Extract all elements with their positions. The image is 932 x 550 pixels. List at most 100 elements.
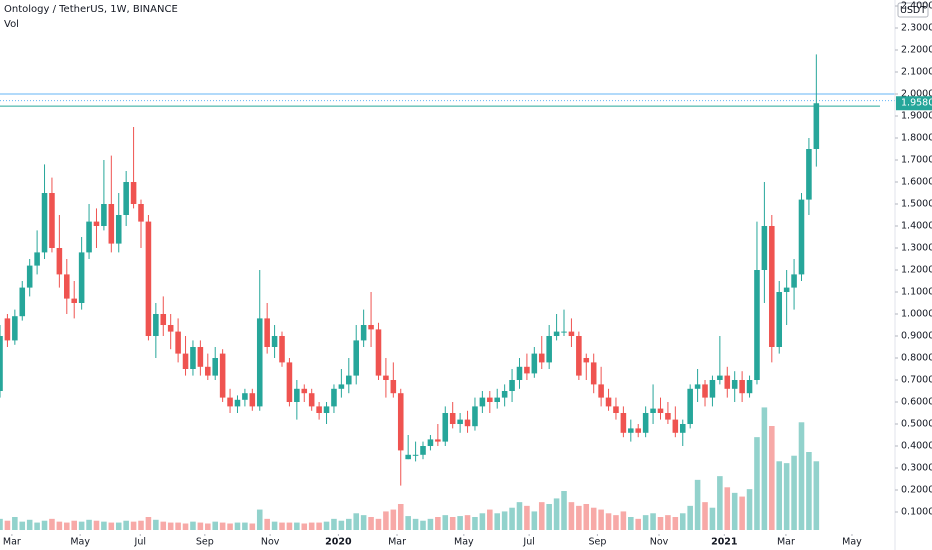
candle-body <box>19 287 26 317</box>
candle-body <box>86 221 92 253</box>
candle-body <box>553 331 560 336</box>
volume-bar <box>375 518 382 530</box>
volume-bar <box>657 517 664 530</box>
candle-body <box>457 419 463 424</box>
candle-body <box>427 439 434 446</box>
volume-bar <box>26 519 33 530</box>
candle-body <box>501 391 508 398</box>
volume-bar <box>457 516 463 530</box>
candle-body <box>212 358 218 376</box>
volume-bar <box>34 522 40 530</box>
y-tick-label: 0.2000 <box>901 485 932 496</box>
candle-body <box>153 314 159 336</box>
candle-body <box>583 358 590 363</box>
volume-bar <box>412 518 419 530</box>
volume-bar <box>190 521 196 530</box>
volume-bar <box>160 521 167 530</box>
volume-bar <box>323 521 330 530</box>
candle-body <box>731 380 738 389</box>
volume-bar <box>650 513 656 530</box>
volume-bar <box>219 522 226 530</box>
volume-bar <box>115 522 122 530</box>
volume-bar <box>123 520 129 530</box>
candle-body <box>464 419 471 427</box>
volume-bar <box>605 513 612 530</box>
candle-body <box>761 226 768 270</box>
candle-body <box>182 353 189 369</box>
volume-bar <box>687 505 693 530</box>
candle-body <box>442 413 449 442</box>
volume-bar <box>516 502 523 530</box>
candle-body <box>405 454 411 460</box>
volume-bar <box>761 407 768 530</box>
volume-bar <box>524 505 530 530</box>
candle-body <box>665 413 671 420</box>
volume-bar <box>620 511 627 530</box>
candle-body <box>746 380 753 394</box>
candle-body <box>375 329 382 376</box>
y-tick-label: 2.2000 <box>901 45 932 56</box>
candle-body <box>479 397 486 407</box>
volume-bar <box>308 522 315 530</box>
candle-body <box>472 406 478 427</box>
volume-bar <box>167 522 174 530</box>
volume-bar <box>509 507 515 530</box>
volume-bar <box>501 511 508 530</box>
candle-body <box>635 428 642 433</box>
volume-bar <box>397 504 404 530</box>
candle-body <box>494 397 501 402</box>
volume-bar <box>153 519 159 530</box>
volume-bar <box>769 426 775 530</box>
volume-bar <box>754 437 760 530</box>
candle-body <box>130 182 137 204</box>
candle-body <box>798 199 805 275</box>
candle-body <box>568 331 575 336</box>
candle-body <box>672 419 679 433</box>
x-tick-label: Mar <box>3 537 21 548</box>
candle-body <box>286 362 293 402</box>
candle-body <box>0 336 3 391</box>
volume-bar <box>49 518 55 530</box>
candle-body <box>234 399 241 407</box>
candle-body <box>138 204 144 222</box>
volume-label: Vol <box>4 19 19 30</box>
candle-body <box>256 318 263 407</box>
candle-body <box>709 380 716 398</box>
candle-body <box>227 397 233 407</box>
volume-bar <box>227 523 233 530</box>
volume-bar <box>487 509 493 530</box>
volume-bar <box>86 519 92 530</box>
candle-body <box>546 336 552 363</box>
y-tick-label: 1.6000 <box>901 177 932 188</box>
volume-bar <box>271 521 278 530</box>
candle-body <box>791 274 797 288</box>
volume-bar <box>93 520 100 530</box>
candle-body <box>360 325 367 341</box>
y-tick-label: 0.3000 <box>901 463 932 474</box>
candle-body <box>49 193 55 248</box>
candle-body <box>724 375 731 389</box>
x-tick-label: Sep <box>196 537 214 548</box>
volume-bar <box>531 511 538 530</box>
x-tick-label: Mar <box>388 537 406 548</box>
volume-bar <box>390 509 397 530</box>
volume-bar <box>4 520 11 530</box>
candle-body <box>56 248 63 275</box>
candle-body <box>576 336 582 376</box>
volume-bar <box>286 522 293 530</box>
candle-body <box>390 380 397 394</box>
y-tick-label: 1.5000 <box>901 199 932 210</box>
y-tick-label: 0.9000 <box>901 331 932 342</box>
candle-body <box>694 384 701 389</box>
candle-body <box>628 428 634 433</box>
candle-body <box>383 375 389 380</box>
candle-body <box>524 366 530 374</box>
x-tick-label: Jul <box>522 537 534 548</box>
candle-body <box>279 336 285 363</box>
candle-body <box>190 347 196 369</box>
volume-bar <box>642 515 649 530</box>
volume-bar <box>739 496 745 530</box>
volume-bar <box>41 520 48 530</box>
volume-bar <box>724 487 731 530</box>
